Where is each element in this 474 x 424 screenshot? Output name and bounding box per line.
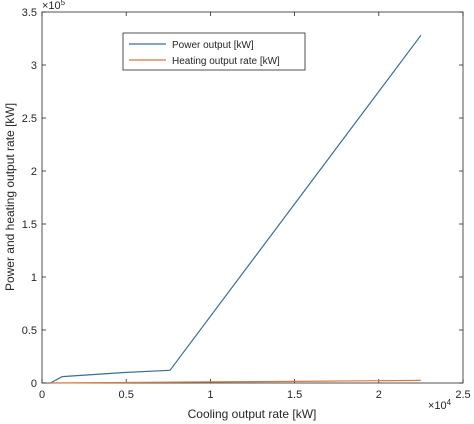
- y-tick-label: 3.5: [22, 7, 37, 19]
- legend-label-power: Power output [kW]: [172, 40, 254, 51]
- series-layer: [50, 34, 422, 384]
- x-tick-label: 2.5: [455, 389, 470, 401]
- x-axis-multiplier: ×104: [428, 398, 452, 412]
- x-tick-label: 2: [376, 389, 382, 401]
- y-tick-label: 2.5: [22, 113, 37, 125]
- x-multiplier-exponent: 4: [447, 398, 452, 407]
- x-axis-label: Cooling output rate [kW]: [188, 407, 317, 421]
- y-axis-label: Power and heating output rate [kW]: [3, 103, 17, 291]
- y-tick-label: 0.5: [22, 325, 37, 337]
- x-tick-label: 1.5: [287, 389, 302, 401]
- y-multiplier-exponent: 5: [61, 0, 66, 7]
- y-multiplier-base: ×10: [42, 0, 61, 12]
- y-tick-label: 2: [31, 166, 37, 178]
- x-tick-label: 0.5: [119, 389, 134, 401]
- series-line-heating-output-rate: [50, 379, 421, 384]
- y-tick-label: 1: [31, 272, 37, 284]
- legend: Power output [kW] Heating output rate [k…: [122, 32, 306, 71]
- x-multiplier-base: ×10: [428, 400, 447, 412]
- axis-ticks: 0 0.5 1 1.5 2 2.5 0 0.5 1 1.5 2 2.5 3 3.5: [22, 7, 471, 401]
- series-line-power-output: [50, 34, 422, 384]
- y-tick-label: 3: [31, 60, 37, 72]
- y-tick-label: 1.5: [22, 219, 37, 231]
- legend-box: [122, 32, 306, 71]
- x-tick-label: 1: [207, 389, 213, 401]
- plot-area: [41, 11, 464, 384]
- y-tick-label: 0: [31, 378, 37, 390]
- y-axis-multiplier: ×105: [42, 0, 66, 12]
- x-tick-label: 0: [39, 389, 45, 401]
- legend-label-heating: Heating output rate [kW]: [172, 56, 280, 67]
